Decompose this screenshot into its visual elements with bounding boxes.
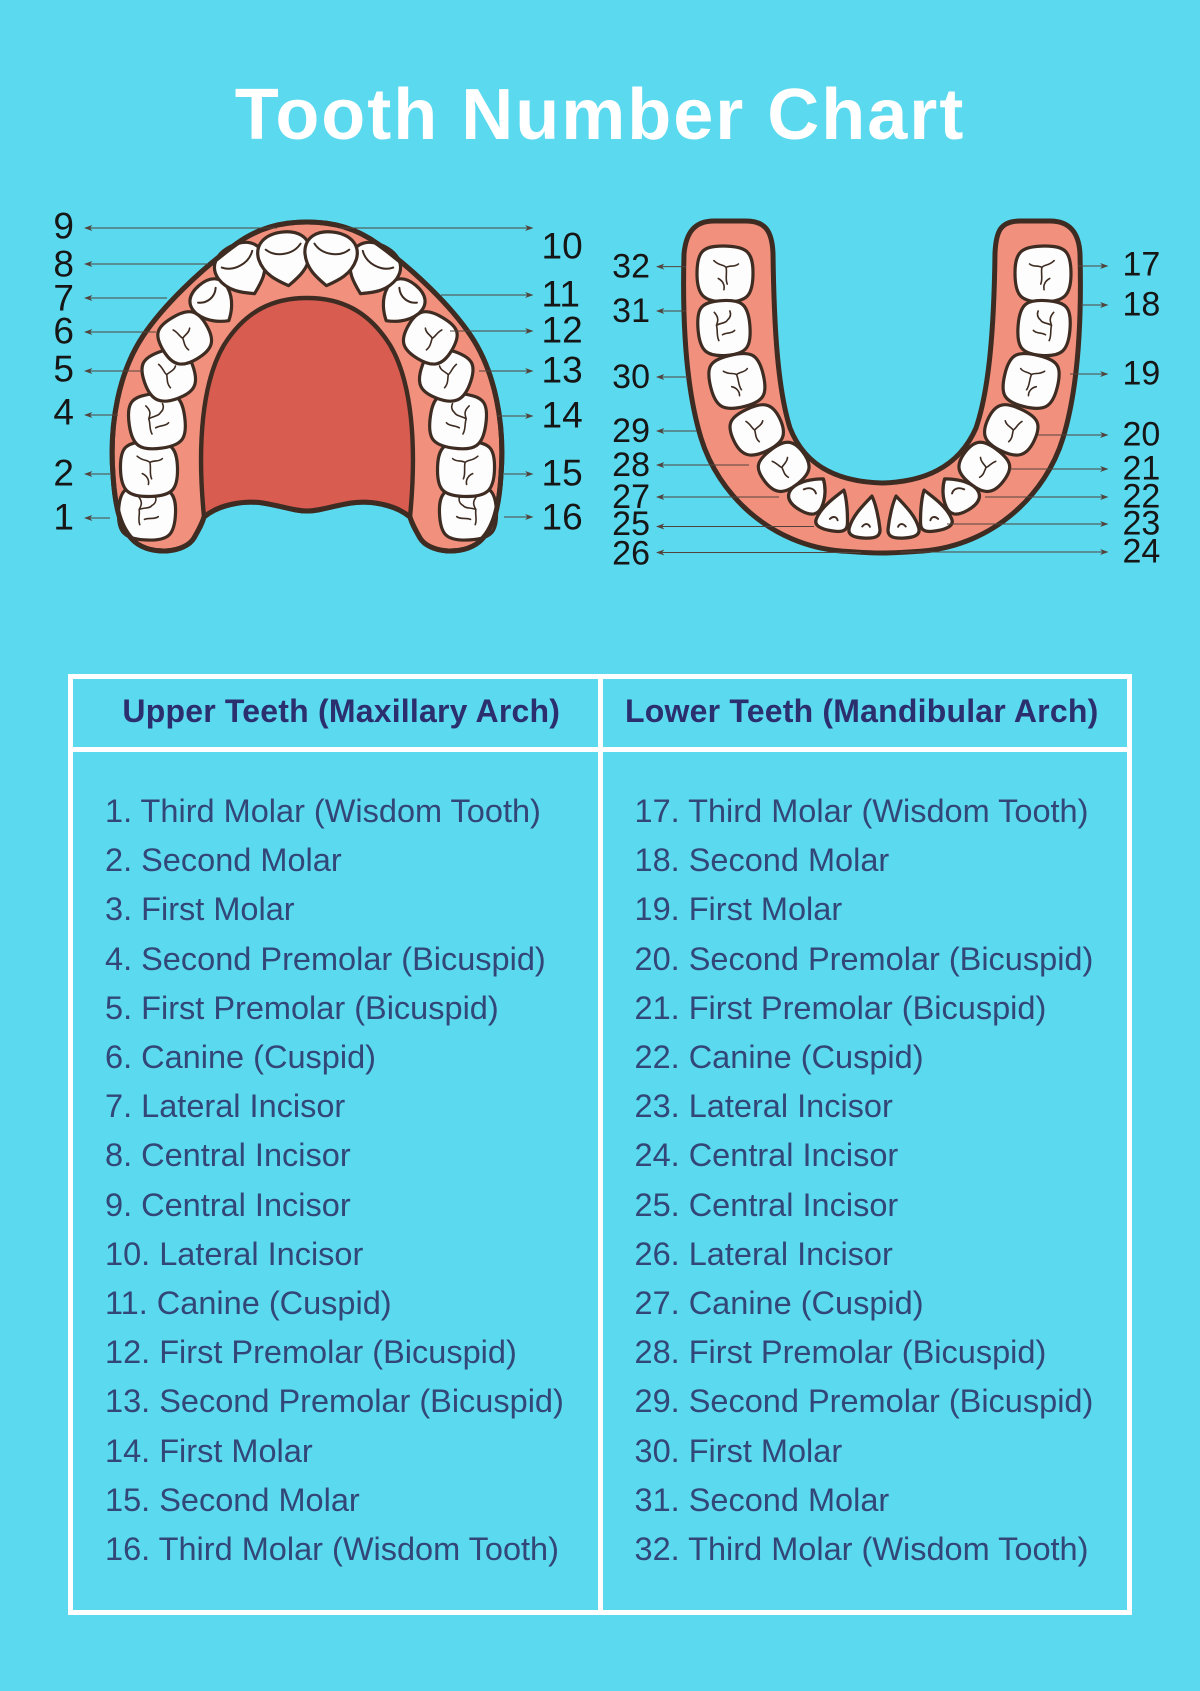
svg-text:10: 10	[542, 226, 583, 267]
svg-text:14: 14	[542, 395, 583, 436]
svg-text:7: 7	[53, 278, 74, 319]
svg-text:31: 31	[612, 292, 650, 330]
svg-text:13: 13	[542, 350, 583, 391]
svg-text:5: 5	[53, 349, 74, 390]
svg-text:18: 18	[1123, 285, 1161, 323]
svg-text:15: 15	[542, 453, 583, 494]
svg-text:28: 28	[612, 446, 650, 484]
svg-text:16: 16	[542, 497, 583, 538]
svg-text:21: 21	[1123, 449, 1161, 487]
svg-text:26: 26	[612, 534, 650, 572]
svg-text:6: 6	[53, 311, 74, 352]
svg-text:29: 29	[612, 412, 650, 450]
svg-text:11: 11	[542, 274, 580, 315]
svg-text:8: 8	[53, 244, 74, 285]
svg-text:23: 23	[1123, 504, 1161, 542]
svg-text:27: 27	[612, 478, 650, 516]
svg-text:22: 22	[1123, 477, 1161, 515]
svg-text:25: 25	[612, 505, 650, 543]
svg-text:2: 2	[53, 453, 74, 494]
svg-text:20: 20	[1123, 415, 1161, 453]
svg-text:9: 9	[53, 206, 74, 247]
svg-text:17: 17	[1123, 245, 1161, 283]
svg-text:32: 32	[612, 247, 650, 285]
svg-text:30: 30	[612, 358, 650, 396]
svg-text:12: 12	[542, 310, 583, 351]
svg-text:24: 24	[1123, 532, 1161, 570]
svg-text:1: 1	[53, 497, 74, 538]
svg-text:19: 19	[1123, 354, 1161, 392]
svg-text:4: 4	[53, 392, 74, 433]
